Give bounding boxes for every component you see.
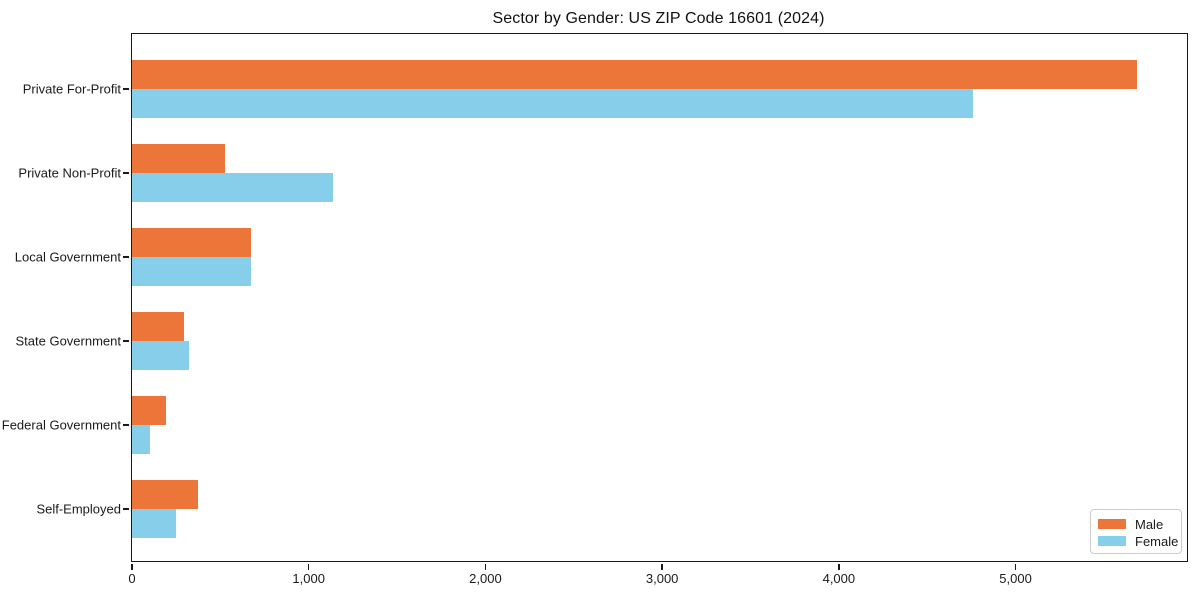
x-tick-label-1000: 1,000: [292, 571, 325, 586]
bar-male-private-for-profit: [132, 60, 1137, 89]
x-tick-mark-2000: [484, 564, 487, 570]
bar-female-local-government: [132, 257, 252, 286]
y-tick-mark-state-government: [123, 340, 129, 342]
female-swatch-icon: [1098, 536, 1126, 546]
y-tick-mark-federal-government: [123, 424, 129, 426]
legend-item-male: Male: [1098, 516, 1181, 532]
y-tick-mark-private-for-profit: [123, 88, 129, 90]
y-tick-mark-local-government: [123, 256, 129, 258]
y-tick-label-private-non-profit: Private Non-Profit: [18, 165, 121, 181]
bar-female-private-for-profit: [132, 89, 974, 118]
x-tick-label-5000: 5,000: [999, 571, 1032, 586]
bar-male-local-government: [132, 228, 252, 257]
x-tick-label-4000: 4,000: [822, 571, 856, 586]
bar-female-self-employed: [132, 509, 177, 538]
x-tick-mark-4000: [838, 564, 840, 570]
legend: Male Female: [1090, 509, 1182, 554]
y-tick-label-self-employed: Self-Employed: [36, 501, 121, 517]
y-tick-mark-self-employed: [123, 508, 129, 510]
chart-title: Sector by Gender: US ZIP Code 16601 (202…: [492, 10, 825, 27]
legend-item-female: Female: [1098, 533, 1181, 549]
x-tick-mark-1000: [307, 564, 310, 570]
bar-male-state-government: [132, 312, 185, 341]
legend-label-female: Female: [1135, 533, 1179, 549]
male-swatch-icon: [1098, 519, 1126, 529]
bar-female-federal-government: [132, 425, 150, 454]
y-tick-label-local-government: Local Government: [14, 249, 121, 265]
bar-female-state-government: [132, 341, 189, 370]
x-tick-mark-5000: [1014, 564, 1017, 570]
y-tick-mark-private-non-profit: [123, 172, 129, 174]
bar-male-private-non-profit: [132, 144, 225, 173]
bar-male-self-employed: [132, 480, 199, 509]
y-tick-label-state-government: State Government: [15, 333, 122, 349]
x-tick-label-0: 0: [128, 571, 136, 586]
x-tick-label-2000: 2,000: [469, 571, 502, 586]
legend-label-male: Male: [1135, 516, 1164, 532]
bar-female-private-non-profit: [132, 173, 333, 202]
bar-male-federal-government: [132, 396, 166, 425]
y-tick-label-federal-government: Federal Government: [1, 417, 121, 433]
x-tick-mark-0: [131, 564, 133, 570]
plot-area: Male Female Private For-Profit Private No…: [2, 33, 1188, 586]
x-tick-label-3000: 3,000: [645, 571, 679, 586]
y-tick-label-private-for-profit: Private For-Profit: [22, 81, 121, 97]
x-tick-mark-3000: [661, 564, 663, 570]
